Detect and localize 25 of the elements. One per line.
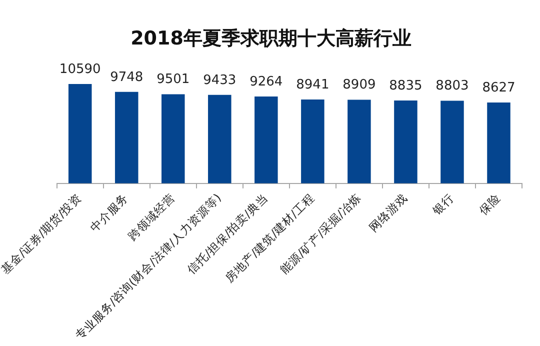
- x-tick-label: 网络游戏: [366, 190, 410, 234]
- x-tick-label: 基金/证券/期货/投资: [0, 190, 84, 277]
- data-label: 9501: [156, 72, 190, 88]
- chart-title: 2018年夏季求职期十大高薪行业: [130, 27, 412, 50]
- data-label: 8627: [482, 80, 516, 96]
- data-label: 10590: [59, 62, 101, 77]
- data-label: 8803: [436, 78, 469, 94]
- data-label: 9433: [203, 72, 236, 88]
- bar: [440, 100, 464, 184]
- data-label: 8941: [296, 77, 330, 92]
- bar: [114, 92, 138, 184]
- bar: [254, 96, 278, 184]
- bar: [208, 94, 232, 184]
- bar: [162, 94, 185, 184]
- bar: [68, 84, 92, 184]
- bar: [394, 100, 418, 184]
- x-tick-label: 银行: [428, 190, 456, 218]
- data-label: 9264: [250, 74, 283, 90]
- data-label: 8835: [389, 78, 422, 94]
- data-label: 8909: [342, 78, 376, 93]
- x-tick-label: 保险: [476, 190, 503, 218]
- bar: [301, 100, 324, 184]
- bar: [348, 100, 371, 184]
- data-label: 9748: [110, 70, 144, 85]
- bar: [487, 102, 510, 184]
